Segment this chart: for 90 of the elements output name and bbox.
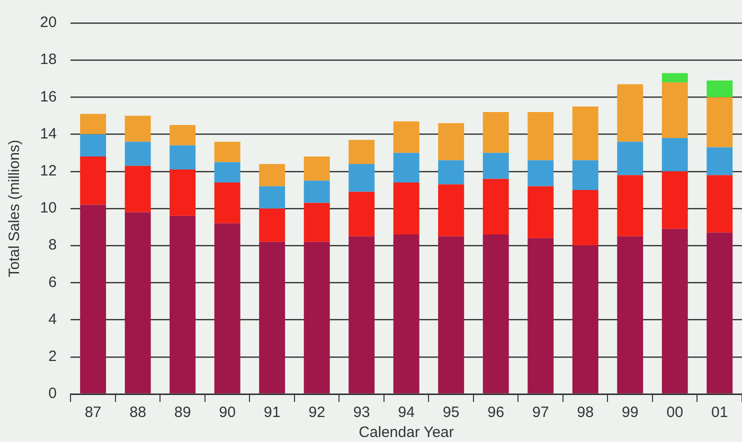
y-tick-label: 2	[48, 348, 57, 366]
bar	[662, 82, 688, 138]
bar	[348, 140, 375, 164]
bar	[304, 180, 330, 203]
bar	[617, 142, 644, 176]
bar	[80, 204, 106, 394]
bar	[348, 192, 375, 236]
bar	[572, 190, 598, 246]
bar	[259, 208, 286, 242]
bar	[572, 106, 598, 160]
y-tick-label: 6	[48, 274, 57, 291]
x-tick-label: 93	[353, 404, 370, 422]
bar	[80, 134, 106, 157]
x-tick-label: 88	[129, 404, 146, 422]
bar	[572, 160, 598, 190]
bar	[706, 147, 733, 176]
bar	[259, 164, 286, 186]
x-tick-label: 99	[622, 404, 638, 422]
bar	[214, 162, 240, 183]
bar	[706, 80, 733, 98]
bar	[482, 234, 509, 394]
y-tick-label: 18	[40, 51, 57, 68]
bar	[482, 112, 509, 153]
bar	[482, 152, 509, 179]
bar	[706, 232, 733, 394]
x-tick-label: 90	[218, 404, 236, 422]
bar	[214, 223, 240, 394]
bar	[304, 242, 330, 394]
bar	[528, 112, 554, 160]
bar	[528, 186, 554, 238]
bar	[80, 114, 106, 134]
bar	[170, 216, 196, 394]
x-tick-label: 92	[308, 404, 326, 422]
bar	[170, 145, 196, 170]
bar	[662, 228, 688, 394]
bar	[662, 73, 688, 82]
bar	[80, 156, 106, 205]
x-tick-label: 96	[488, 404, 504, 422]
bar	[528, 238, 554, 394]
x-tick-label: 98	[577, 404, 594, 422]
bar	[348, 164, 375, 192]
x-tick-label: 97	[532, 404, 549, 422]
x-tick-label: 01	[711, 404, 728, 422]
bar	[124, 212, 151, 394]
bar	[617, 84, 644, 142]
bar	[259, 186, 286, 208]
bar	[304, 202, 330, 242]
bar	[572, 246, 598, 394]
bar	[348, 236, 375, 394]
bar	[438, 160, 464, 184]
x-tick-label: 94	[398, 404, 415, 422]
bar	[170, 170, 196, 216]
bar	[393, 152, 420, 183]
bar	[438, 236, 464, 394]
y-tick-label: 10	[40, 200, 57, 217]
bar	[617, 236, 644, 394]
y-tick-label: 14	[40, 125, 57, 142]
y-tick-label: 0	[48, 385, 57, 402]
y-axis-title: Total Sales (millions)	[6, 140, 24, 278]
x-tick-label: 00	[666, 404, 684, 422]
bar	[214, 182, 240, 224]
bar	[438, 123, 464, 160]
bar	[662, 138, 688, 172]
x-tick-label: 87	[84, 404, 102, 422]
bar	[393, 234, 420, 394]
bar	[124, 142, 151, 166]
y-tick-label: 16	[40, 88, 57, 106]
x-tick-label: 95	[442, 404, 460, 422]
bar	[170, 125, 196, 146]
bar	[214, 142, 240, 162]
bar	[438, 184, 464, 236]
bar	[259, 242, 286, 394]
x-axis-title: Calendar Year	[358, 424, 454, 442]
bar	[482, 178, 509, 234]
bar	[304, 156, 330, 181]
bar	[393, 121, 420, 153]
x-tick-label: 91	[264, 404, 280, 422]
x-tick-label: 89	[174, 404, 191, 422]
bar	[124, 166, 151, 212]
bar	[528, 160, 554, 186]
bar	[706, 97, 733, 148]
bar	[393, 182, 420, 234]
y-tick-label: 12	[40, 162, 57, 180]
y-tick-label: 20	[40, 14, 57, 32]
y-tick-label: 8	[48, 236, 57, 254]
bar	[124, 116, 151, 142]
y-tick-label: 4	[48, 310, 57, 328]
bar	[706, 175, 733, 233]
bar	[617, 175, 644, 236]
bar	[662, 171, 688, 229]
